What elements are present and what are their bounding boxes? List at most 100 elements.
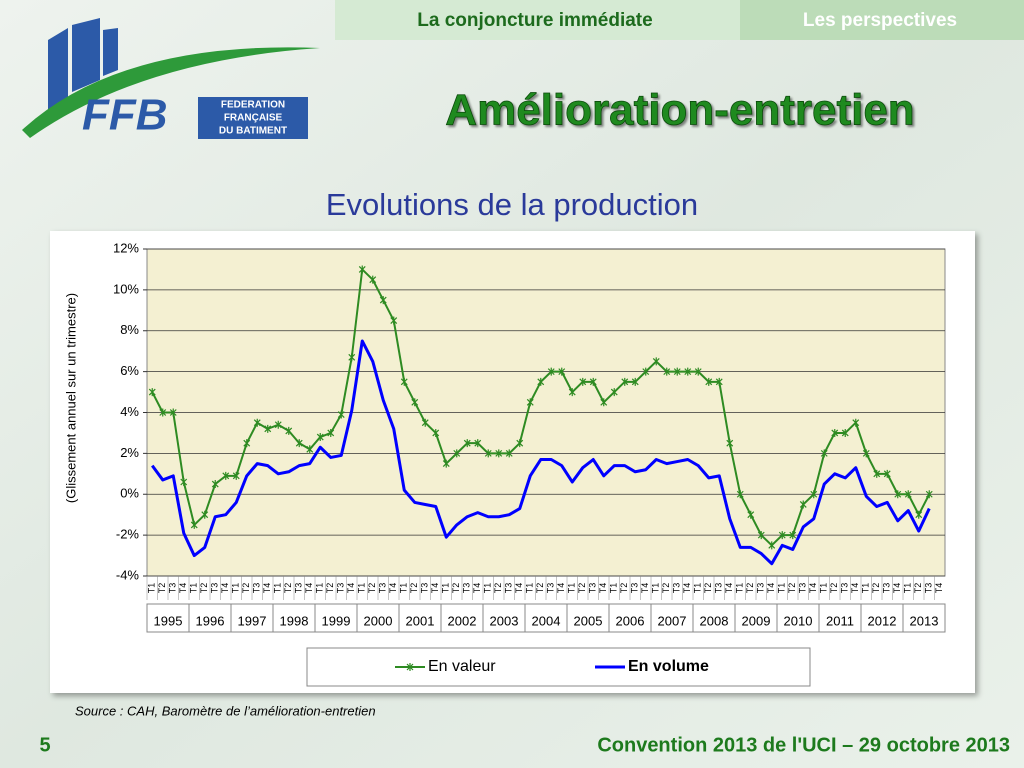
x-tick-label: T3 bbox=[630, 583, 640, 594]
year-label: 2011 bbox=[826, 613, 854, 628]
year-label: 2009 bbox=[742, 613, 771, 628]
x-tick-label: T4 bbox=[178, 583, 188, 594]
tab[interactable]: Les perspectives bbox=[803, 10, 957, 31]
x-tick-label: T3 bbox=[714, 583, 724, 594]
tab[interactable]: La conjoncture immédiate bbox=[417, 10, 652, 31]
marker bbox=[148, 388, 156, 397]
x-tick-label: T1 bbox=[693, 583, 703, 594]
marker bbox=[484, 449, 492, 458]
y-tick-label: -2% bbox=[116, 527, 140, 542]
marker bbox=[379, 296, 387, 305]
year-label: 2012 bbox=[868, 613, 897, 628]
x-tick-label: T4 bbox=[766, 583, 776, 594]
x-tick-label: T2 bbox=[913, 583, 923, 594]
marker bbox=[589, 377, 597, 386]
marker bbox=[327, 428, 335, 437]
x-tick-label: T2 bbox=[577, 583, 587, 594]
marker bbox=[757, 531, 765, 540]
marker bbox=[715, 377, 723, 386]
marker bbox=[253, 418, 261, 427]
x-tick-label: T4 bbox=[682, 583, 692, 594]
x-tick-label: T1 bbox=[567, 583, 577, 594]
x-tick-label: T4 bbox=[640, 583, 650, 594]
marker bbox=[841, 428, 849, 437]
x-tick-label: T1 bbox=[147, 583, 157, 594]
x-tick-label: T4 bbox=[892, 583, 902, 594]
year-label: 2010 bbox=[784, 613, 813, 628]
y-tick-label: 4% bbox=[120, 404, 139, 419]
x-tick-label: T3 bbox=[168, 583, 178, 594]
y-tick-label: 2% bbox=[120, 445, 139, 460]
marker bbox=[694, 367, 702, 376]
year-label: 2007 bbox=[658, 613, 687, 628]
x-tick-label: T4 bbox=[556, 583, 566, 594]
x-tick-label: T2 bbox=[409, 583, 419, 594]
x-tick-label: T3 bbox=[924, 583, 934, 594]
x-tick-label: T2 bbox=[157, 583, 167, 594]
marker bbox=[621, 377, 629, 386]
marker bbox=[495, 449, 503, 458]
x-tick-label: T2 bbox=[283, 583, 293, 594]
marker bbox=[190, 520, 198, 529]
marker bbox=[390, 316, 398, 325]
year-label: 2002 bbox=[448, 613, 477, 628]
marker bbox=[789, 531, 797, 540]
marker bbox=[295, 439, 303, 448]
marker bbox=[820, 449, 828, 458]
x-tick-label: T3 bbox=[462, 583, 472, 594]
x-tick-label: T2 bbox=[703, 583, 713, 594]
y-tick-label: 10% bbox=[113, 281, 139, 296]
year-label: 1999 bbox=[322, 613, 351, 628]
x-tick-label: T4 bbox=[934, 583, 944, 594]
x-tick-label: T1 bbox=[231, 583, 241, 594]
x-tick-label: T2 bbox=[829, 583, 839, 594]
marker bbox=[526, 398, 534, 407]
marker bbox=[505, 449, 513, 458]
marker bbox=[432, 428, 440, 437]
x-tick-label: T4 bbox=[850, 583, 860, 594]
marker bbox=[642, 367, 650, 376]
x-tick-label: T2 bbox=[493, 583, 503, 594]
marker bbox=[862, 449, 870, 458]
footer: Convention 2013 de l'UCI – 29 octobre 20… bbox=[597, 734, 1010, 756]
marker bbox=[285, 426, 293, 435]
year-label: 1996 bbox=[196, 613, 225, 628]
x-tick-label: T1 bbox=[903, 583, 913, 594]
year-label: 2000 bbox=[364, 613, 393, 628]
x-tick-label: T1 bbox=[609, 583, 619, 594]
x-tick-label: T2 bbox=[661, 583, 671, 594]
year-label: 2003 bbox=[490, 613, 519, 628]
marker bbox=[579, 377, 587, 386]
x-tick-label: T4 bbox=[430, 583, 440, 594]
x-tick-label: T3 bbox=[378, 583, 388, 594]
x-tick-label: T4 bbox=[514, 583, 524, 594]
x-tick-label: T4 bbox=[346, 583, 356, 594]
x-tick-label: T3 bbox=[210, 583, 220, 594]
x-tick-label: T1 bbox=[357, 583, 367, 594]
legend-label: En valeur bbox=[428, 658, 496, 675]
marker bbox=[747, 510, 755, 519]
marker bbox=[768, 541, 776, 550]
x-tick-label: T4 bbox=[724, 583, 734, 594]
marker bbox=[726, 439, 734, 448]
marker bbox=[810, 490, 818, 499]
marker bbox=[610, 388, 618, 397]
x-tick-label: T3 bbox=[756, 583, 766, 594]
x-tick-label: T1 bbox=[861, 583, 871, 594]
marker bbox=[369, 275, 377, 284]
x-tick-label: T3 bbox=[588, 583, 598, 594]
year-label: 1995 bbox=[154, 613, 183, 628]
x-tick-label: T3 bbox=[504, 583, 514, 594]
x-tick-label: T2 bbox=[325, 583, 335, 594]
y-tick-label: 0% bbox=[120, 486, 139, 501]
marker bbox=[222, 471, 230, 480]
marker bbox=[778, 531, 786, 540]
year-label: 1998 bbox=[280, 613, 309, 628]
marker bbox=[547, 367, 555, 376]
marker bbox=[316, 433, 324, 442]
x-tick-label: T3 bbox=[798, 583, 808, 594]
x-tick-label: T1 bbox=[441, 583, 451, 594]
marker bbox=[600, 398, 608, 407]
marker bbox=[516, 439, 524, 448]
